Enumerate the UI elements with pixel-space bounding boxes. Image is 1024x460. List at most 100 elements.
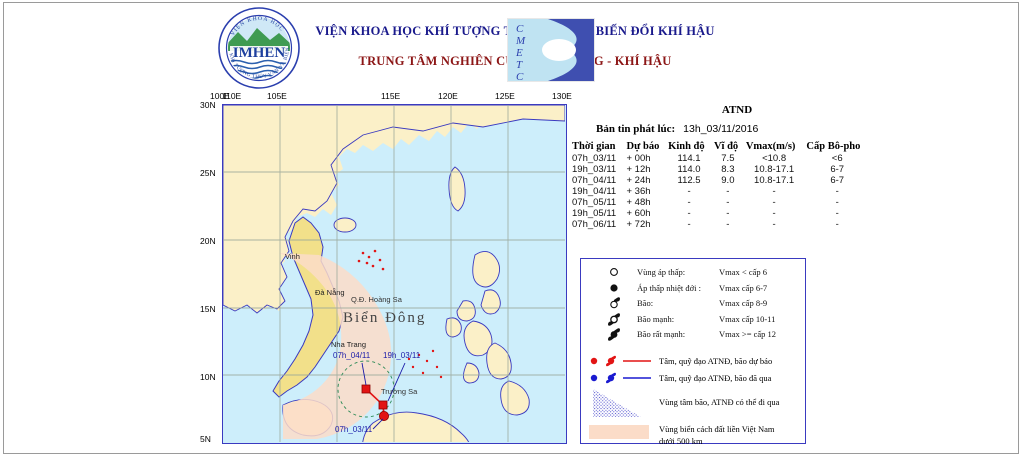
forecast-table: Thời gian Dự báo Kinh độ Vĩ độ Vmax(m/s)… [572, 141, 872, 230]
open-circle-icon [610, 268, 618, 276]
legend-row-tropical-depression: Áp thấp nhiệt đới : Vmax cấp 6-7 [581, 281, 805, 297]
col-lon: Kinh độ [668, 141, 705, 152]
cell-vmax: - [772, 197, 776, 208]
track-label-19h-03-11: 19h_03/11 [383, 351, 421, 360]
storm-code-title: ATND [721, 104, 753, 116]
cell-time: 19h_04/11 [572, 186, 617, 197]
cell-vmax: 10.8-17.1 [754, 164, 795, 175]
cell-lon: 112.5 [677, 175, 701, 186]
cell-beaufort: <6 [831, 153, 843, 164]
col-lat: Vĩ độ [713, 141, 739, 152]
cell-vmax: - [772, 186, 776, 197]
cell-lat: - [726, 186, 730, 197]
taiwan-island [448, 166, 466, 212]
lon-tick-110E: 110E [222, 91, 242, 101]
cell-lat: - [726, 208, 730, 219]
cell-time: 07h_05/11 [572, 197, 617, 208]
table-row: 07h_06/11 + 72h - - - - [572, 219, 872, 230]
lat-tick-20N: 20N [200, 236, 216, 246]
table-row: 07h_03/11 + 00h 114.1 7.5 <10.8 <6 [572, 153, 872, 164]
map-graphics [223, 105, 565, 442]
legend-label-line2: dưới 500 km [659, 435, 703, 446]
cell-lat: 8.3 [721, 164, 735, 175]
cell-vmax: - [772, 208, 776, 219]
uncertainty-cone [337, 360, 395, 418]
lon-tick-100E: 100E [210, 91, 230, 101]
cell-lat: - [726, 197, 730, 208]
lat-tick-30N: 30N [200, 100, 216, 110]
label-bien-dong: Biển Đông [343, 310, 427, 326]
issued-value: 13h_03/11/2016 [683, 123, 759, 135]
cell-time: 19h_03/11 [572, 164, 617, 175]
legend-label: Bão mạnh: [637, 313, 675, 324]
header: IMHEN VIỆN KHOA HỌC KHÍ TƯỢNG THỦY VĂN V… [215, 4, 815, 90]
map-canvas[interactable]: Vinh Đà Nẵng Nha Trang Q.Đ. Hoàng Sa Trư… [222, 104, 567, 444]
issued-line: Bản tin phát lúc: 13h_03/11/2016 [596, 123, 872, 135]
open-circle-one-tail-icon [610, 297, 620, 309]
table-row: 19h_03/11 + 12h 114.0 8.3 10.8-17.1 6-7 [572, 164, 872, 175]
hainan-island [333, 217, 357, 233]
col-time: Thời gian [572, 141, 616, 152]
cell-lat: 9.0 [721, 175, 735, 186]
cell-beaufort: - [835, 197, 839, 208]
forecast-map[interactable]: 100E 105E 110E 115E 120E 125E 130E 30N 2… [200, 91, 572, 444]
city-label-nha-trang: Nha Trang [331, 340, 367, 349]
open-circle-two-tail-icon [608, 312, 620, 326]
uncertainty-cone-icon [593, 388, 641, 417]
filled-circle-icon [610, 283, 618, 292]
track-point-00h [378, 410, 389, 421]
cell-lon: 114.1 [677, 153, 701, 164]
page-border [3, 2, 1019, 454]
imhen-seal-logo: IMHEN VIỆN KHOA HỌC KHÍ TƯỢNG THỦY VĂN V… [216, 6, 300, 89]
graticule [223, 105, 565, 442]
cell-beaufort: - [835, 219, 839, 230]
legend-row-past-track: Tâm, quỹ đạo ATNĐ, bão đã qua [581, 370, 805, 387]
table-row: 07h_05/11 + 48h - - - - [572, 197, 872, 208]
lon-tick-120E: 120E [438, 91, 458, 101]
label-hoang-sa: Q.Đ. Hoàng Sa [351, 295, 402, 304]
lat-tick-25N: 25N [200, 168, 216, 178]
legend-row-storm: Bão: Vmax cấp 8-9 [581, 296, 805, 312]
legend-row-very-strong-storm: Bão rất mạnh: Vmax >= cấp 12 [581, 327, 805, 343]
cell-time: 07h_06/11 [572, 219, 617, 230]
cell-lon: 114.0 [677, 164, 701, 175]
past-track-icon [590, 372, 651, 383]
forecast-track-icon [590, 355, 651, 366]
label-truong-sa: Trường Sa [381, 387, 418, 396]
cell-vmax: - [772, 219, 776, 230]
cell-lon: - [687, 219, 691, 230]
legend-label: Vùng biển cách đất liền Việt Nam dưới 50… [659, 423, 774, 447]
col-vmax: Vmax(m/s) [745, 141, 796, 152]
cell-lead: + 12h [626, 164, 651, 175]
legend-value: Vmax < cấp 6 [719, 267, 767, 277]
track-point-12h [378, 400, 388, 410]
paracel-spratly-islets [357, 249, 443, 379]
lon-tick-125E: 125E [495, 91, 515, 101]
seal-imhen-text: IMHEN [233, 45, 286, 61]
map-legend: Vùng áp thấp: Vmax < cấp 6 Áp thấp nhiệt… [580, 258, 806, 447]
cell-time: 07h_04/11 [572, 175, 617, 186]
legend-value: Vmax cấp 10-11 [719, 313, 776, 324]
table-row: 19h_04/11 + 36h - - - - [572, 186, 872, 197]
filled-circle-two-tail-icon [608, 328, 620, 341]
bulletin-panel: ATND Bản tin phát lúc: 13h_03/11/2016 Thờ… [572, 104, 872, 230]
lon-tick-130E: 130E [552, 91, 572, 101]
track-position-markers [361, 384, 389, 421]
legend-row-cone: Vùng tâm bão, ATNĐ có thể đi qua [581, 387, 805, 421]
cell-lead: + 72h [626, 219, 651, 230]
cell-beaufort: 6-7 [830, 175, 845, 186]
track-label-07h-04-11: 07h_04/11 [333, 351, 371, 360]
cell-lon: - [687, 197, 691, 208]
cell-lead: + 48h [626, 197, 651, 208]
col-lead: Dự báo [626, 141, 660, 152]
table-row: 07h_04/11 + 24h 112.5 9.0 10.8-17.1 6-7 [572, 175, 872, 186]
issued-label: Bản tin phát lúc: [596, 123, 676, 135]
lat-tick-15N: 15N [200, 304, 216, 314]
legend-label: Vùng tâm bão, ATNĐ có thể đi qua [659, 396, 780, 407]
cell-lead: + 36h [626, 186, 651, 197]
table-header-row: Thời gian Dự báo Kinh độ Vĩ độ Vmax(m/s)… [572, 141, 872, 153]
cell-beaufort: - [835, 208, 839, 219]
